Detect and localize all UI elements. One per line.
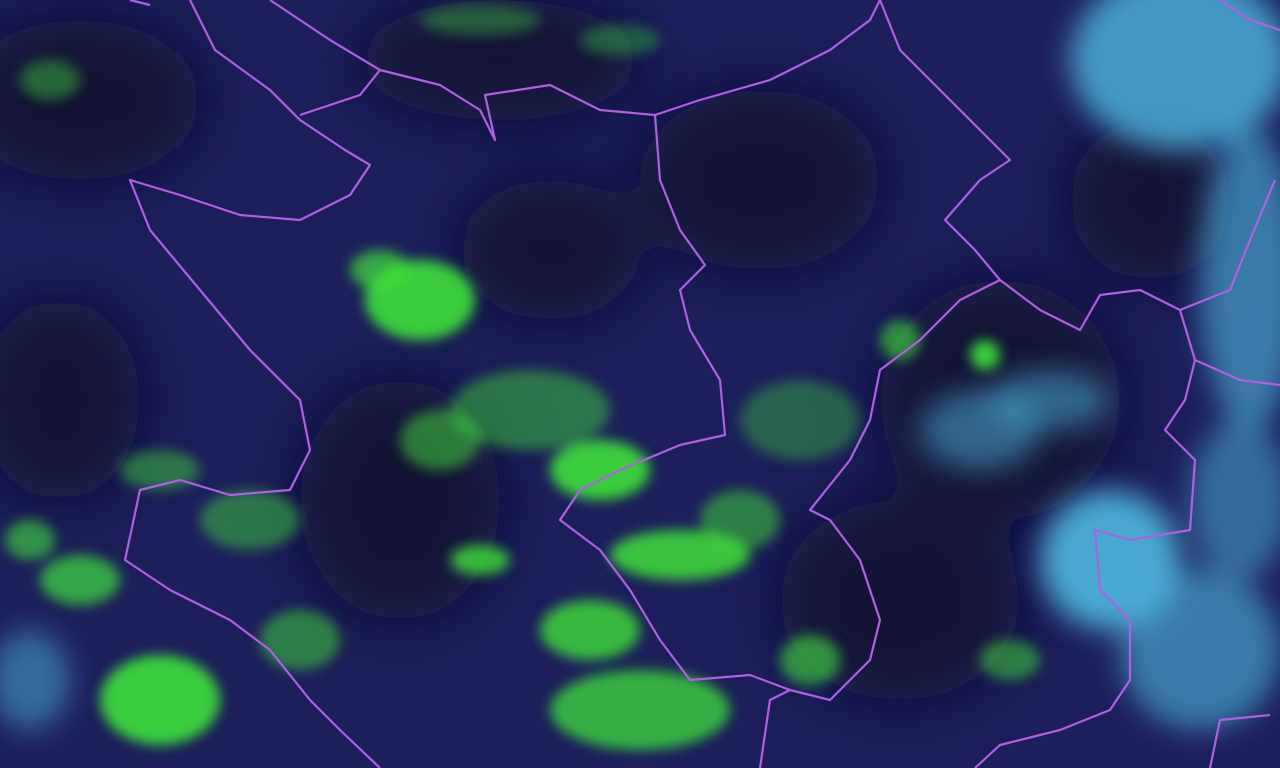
vegetation-patches <box>5 5 1040 750</box>
dark-patch <box>460 180 640 320</box>
vegetation-patch <box>40 555 120 605</box>
cloud-patch <box>1120 570 1280 730</box>
dark-patch <box>360 0 640 120</box>
vegetation-patch <box>200 490 300 550</box>
cloud-cover <box>0 0 1280 730</box>
dark-patch <box>780 500 1020 700</box>
dark-patch <box>640 90 880 270</box>
vegetation-patch <box>970 340 1000 370</box>
vegetation-patch <box>5 520 55 560</box>
dark-patch <box>1070 120 1230 280</box>
dark-patch <box>0 300 140 500</box>
border-line <box>123 0 381 768</box>
border-line <box>999 179 1277 332</box>
cloud-patch <box>1200 130 1280 430</box>
vegetation-patch <box>350 250 410 290</box>
border-line <box>379 0 881 142</box>
vegetation-patch <box>980 640 1040 680</box>
vegetation-patch <box>420 5 540 35</box>
vegetation-patch <box>100 655 220 745</box>
cloud-patch <box>0 630 70 730</box>
border-line <box>558 0 1012 702</box>
cloud-patch <box>990 370 1110 430</box>
vegetation-patch <box>400 410 480 470</box>
administrative-borders <box>123 0 1280 768</box>
vegetation-patch <box>580 25 660 55</box>
vegetation-patch <box>780 635 840 685</box>
border-line <box>758 689 791 768</box>
vegetation-patch <box>260 610 340 670</box>
border-line <box>129 0 151 7</box>
border-line <box>974 309 1197 768</box>
vegetation-patch <box>20 60 80 100</box>
border-line <box>1208 713 1271 768</box>
border-line <box>1194 358 1280 387</box>
vegetation-patch <box>450 370 610 450</box>
vegetation-patch <box>740 380 860 460</box>
cloud-patch <box>1070 0 1280 150</box>
vegetation-patch <box>550 670 730 750</box>
cloud-patch <box>1190 420 1280 580</box>
vegetation-patch <box>550 440 650 500</box>
vegetation-patch <box>450 545 510 575</box>
vegetation-patch <box>540 600 640 660</box>
vegetation-patch <box>880 320 920 360</box>
border-line <box>1219 0 1280 32</box>
vegetation-patch <box>700 490 780 550</box>
